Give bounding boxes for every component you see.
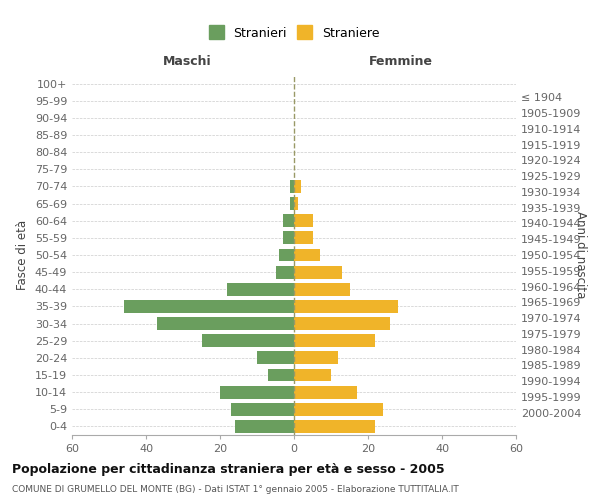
Bar [294, 180, 301, 193]
Text: Femmine: Femmine [368, 55, 433, 68]
Bar [227, 283, 294, 296]
Bar [294, 368, 331, 382]
Bar [294, 386, 357, 398]
Y-axis label: Fasce di età: Fasce di età [16, 220, 29, 290]
Bar [294, 334, 376, 347]
Bar [275, 266, 294, 278]
Y-axis label: Anni di nascita: Anni di nascita [574, 212, 587, 298]
Bar [290, 197, 294, 210]
Text: Maschi: Maschi [163, 55, 212, 68]
Bar [257, 352, 294, 364]
Bar [220, 386, 294, 398]
Bar [283, 232, 294, 244]
Bar [294, 214, 313, 227]
Bar [231, 403, 294, 415]
Bar [294, 403, 383, 415]
Bar [290, 180, 294, 193]
Legend: Stranieri, Straniere: Stranieri, Straniere [205, 24, 383, 44]
Bar [294, 232, 313, 244]
Bar [294, 266, 342, 278]
Bar [283, 214, 294, 227]
Bar [294, 248, 320, 262]
Bar [202, 334, 294, 347]
Bar [235, 420, 294, 433]
Text: Popolazione per cittadinanza straniera per età e sesso - 2005: Popolazione per cittadinanza straniera p… [12, 462, 445, 475]
Bar [294, 317, 390, 330]
Bar [294, 197, 298, 210]
Text: COMUNE DI GRUMELLO DEL MONTE (BG) - Dati ISTAT 1° gennaio 2005 - Elaborazione TU: COMUNE DI GRUMELLO DEL MONTE (BG) - Dati… [12, 485, 459, 494]
Bar [294, 352, 338, 364]
Bar [268, 368, 294, 382]
Bar [157, 317, 294, 330]
Bar [294, 300, 398, 313]
Bar [279, 248, 294, 262]
Bar [124, 300, 294, 313]
Bar [294, 420, 376, 433]
Bar [294, 283, 349, 296]
